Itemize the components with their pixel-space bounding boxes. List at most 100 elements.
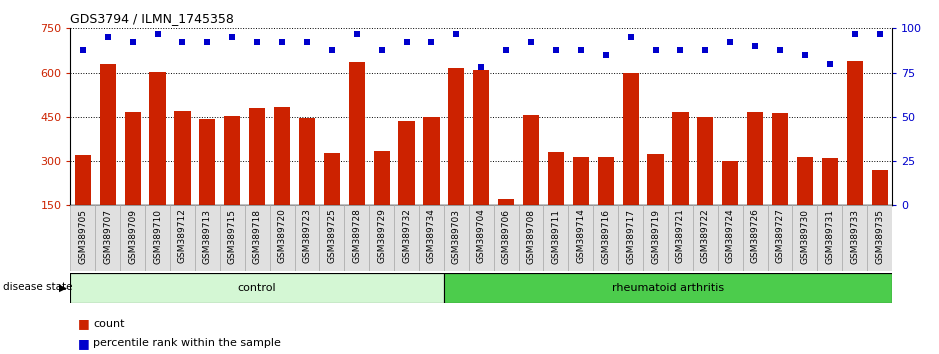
- Text: GSM389733: GSM389733: [850, 209, 859, 264]
- Bar: [698, 117, 714, 205]
- Text: GSM389730: GSM389730: [800, 209, 809, 264]
- Bar: [419, 205, 444, 271]
- Text: GSM389710: GSM389710: [153, 209, 162, 264]
- Text: GSM389725: GSM389725: [328, 209, 336, 263]
- Bar: [523, 115, 539, 205]
- Text: GSM389703: GSM389703: [452, 209, 461, 264]
- Bar: [75, 155, 91, 205]
- Bar: [199, 119, 215, 205]
- Bar: [220, 205, 245, 271]
- Text: GSM389713: GSM389713: [203, 209, 212, 264]
- Bar: [547, 152, 564, 205]
- Bar: [597, 157, 614, 205]
- Text: GSM389734: GSM389734: [427, 209, 436, 263]
- Text: GSM389735: GSM389735: [875, 209, 885, 264]
- Bar: [448, 68, 465, 205]
- Bar: [767, 205, 793, 271]
- Text: percentile rank within the sample: percentile rank within the sample: [93, 338, 281, 348]
- Bar: [871, 170, 887, 205]
- Text: count: count: [93, 319, 125, 329]
- Text: ■: ■: [78, 318, 90, 330]
- Bar: [125, 113, 141, 205]
- Text: ■: ■: [78, 337, 90, 350]
- Bar: [374, 151, 390, 205]
- Bar: [324, 153, 340, 205]
- Text: GSM389709: GSM389709: [128, 209, 137, 264]
- Bar: [867, 205, 892, 271]
- Text: GSM389722: GSM389722: [700, 209, 710, 263]
- Text: control: control: [238, 282, 276, 293]
- Text: GSM389721: GSM389721: [676, 209, 685, 263]
- Text: GSM389723: GSM389723: [302, 209, 312, 263]
- Bar: [793, 205, 817, 271]
- Bar: [623, 73, 639, 205]
- Bar: [345, 205, 369, 271]
- Bar: [469, 205, 494, 271]
- Text: GSM389711: GSM389711: [551, 209, 561, 264]
- Text: GSM389729: GSM389729: [377, 209, 386, 263]
- Bar: [573, 157, 589, 205]
- Bar: [149, 72, 165, 205]
- Bar: [817, 205, 842, 271]
- Bar: [618, 205, 643, 271]
- Text: GSM389715: GSM389715: [228, 209, 237, 264]
- Bar: [70, 205, 96, 271]
- Text: ▶: ▶: [59, 282, 68, 292]
- Bar: [544, 205, 568, 271]
- Bar: [269, 205, 295, 271]
- Text: disease state: disease state: [3, 282, 72, 292]
- Bar: [822, 158, 838, 205]
- Bar: [369, 205, 394, 271]
- Text: GSM389720: GSM389720: [278, 209, 286, 263]
- Bar: [717, 205, 743, 271]
- Bar: [195, 205, 220, 271]
- Text: GSM389706: GSM389706: [501, 209, 511, 264]
- Bar: [175, 111, 191, 205]
- Text: rheumatoid arthritis: rheumatoid arthritis: [612, 282, 724, 293]
- Text: GSM389704: GSM389704: [477, 209, 485, 263]
- Bar: [647, 154, 664, 205]
- Bar: [672, 113, 688, 205]
- Text: GDS3794 / ILMN_1745358: GDS3794 / ILMN_1745358: [70, 12, 235, 25]
- Text: GSM389712: GSM389712: [178, 209, 187, 263]
- Bar: [348, 62, 365, 205]
- Bar: [494, 205, 518, 271]
- Bar: [170, 205, 195, 271]
- Bar: [747, 113, 763, 205]
- Bar: [146, 205, 170, 271]
- Bar: [568, 205, 593, 271]
- Text: GSM389728: GSM389728: [352, 209, 362, 263]
- Bar: [398, 121, 415, 205]
- Bar: [70, 273, 444, 303]
- Bar: [498, 199, 515, 205]
- Bar: [743, 205, 767, 271]
- Text: GSM389731: GSM389731: [825, 209, 835, 264]
- Bar: [722, 161, 738, 205]
- Bar: [245, 205, 269, 271]
- Bar: [394, 205, 419, 271]
- Text: GSM389714: GSM389714: [577, 209, 585, 263]
- Text: GSM389724: GSM389724: [726, 209, 734, 263]
- Text: GSM389717: GSM389717: [626, 209, 635, 264]
- Bar: [444, 273, 892, 303]
- Text: GSM389732: GSM389732: [402, 209, 411, 263]
- Bar: [518, 205, 544, 271]
- Bar: [224, 116, 240, 205]
- Text: GSM389718: GSM389718: [253, 209, 262, 264]
- Bar: [423, 117, 439, 205]
- Text: GSM389726: GSM389726: [750, 209, 760, 263]
- Text: GSM389708: GSM389708: [527, 209, 535, 264]
- Bar: [473, 70, 489, 205]
- Bar: [96, 205, 120, 271]
- Bar: [444, 205, 469, 271]
- Bar: [299, 118, 316, 205]
- Bar: [693, 205, 717, 271]
- Bar: [120, 205, 146, 271]
- Bar: [100, 64, 115, 205]
- Bar: [842, 205, 867, 271]
- Bar: [593, 205, 618, 271]
- Bar: [797, 156, 813, 205]
- Bar: [319, 205, 345, 271]
- Text: GSM389707: GSM389707: [103, 209, 113, 264]
- Bar: [772, 113, 788, 205]
